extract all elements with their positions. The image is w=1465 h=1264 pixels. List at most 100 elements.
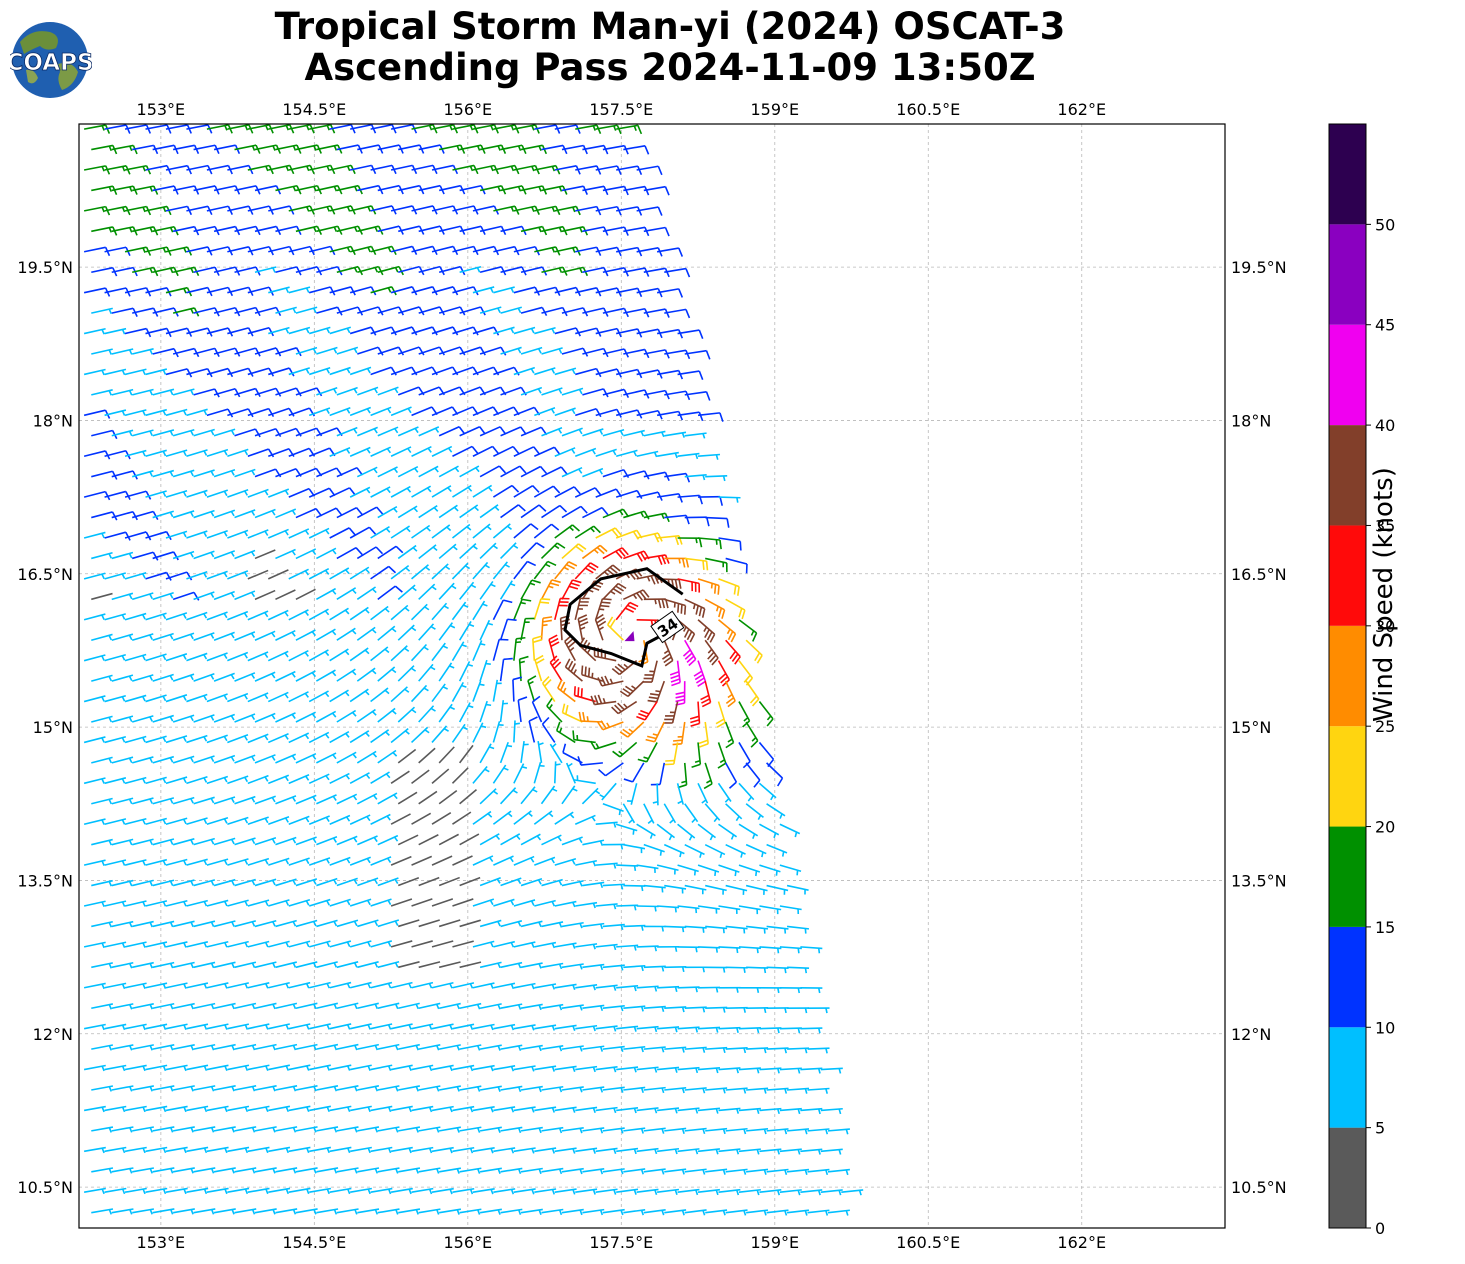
wind-barb [267,733,289,744]
wind-barb [83,572,106,580]
wind-barb [691,742,702,769]
wind-barb [377,749,398,764]
wind-barb [493,1065,516,1072]
wind-barb [145,735,167,744]
wind-barb [227,1064,250,1071]
wind-barb [459,789,478,805]
colorbar-bin [1329,625,1366,727]
wind-barb [316,919,338,928]
wind-barb [657,1026,680,1033]
wind-barb [309,1023,331,1030]
wind-barb [636,823,656,839]
wind-barb [268,857,290,866]
wind-barb [575,943,598,950]
wind-barb [725,884,748,895]
wind-barb [377,1085,400,1092]
wind-barb [336,386,358,396]
wind-barb [657,985,680,992]
wind-barb [612,741,638,758]
wind-barb [186,652,208,662]
wind-barb [377,961,400,969]
wind-barb [172,961,195,969]
wind-barb [663,803,677,824]
wind-barb [657,1188,680,1196]
wind-barb [370,286,397,296]
wind-barb [479,346,507,356]
wind-barb [459,306,486,316]
wind-barb [145,900,168,907]
wind-barb [288,773,310,785]
wind-barb [268,940,290,948]
wind-barb [606,616,624,641]
wind-barb [308,898,331,907]
wind-barb [227,529,249,539]
wind-barb [611,700,638,715]
wind-barb [554,327,582,337]
wind-barb [91,879,113,887]
wind-barb [684,966,707,973]
wind-barb [186,1064,209,1072]
wind-barb [759,1148,782,1155]
wind-barb [370,729,390,744]
wind-barb [377,346,405,356]
wind-barb [616,904,639,911]
wind-barb [111,1208,134,1215]
wind-barb [165,1187,188,1195]
colorbar-bin [1329,324,1366,426]
wind-barb [537,741,544,764]
wind-barb [677,762,688,789]
lon-tick-label-bottom: 159°E [750,1233,799,1252]
wind-barb [370,1187,393,1195]
wind-barb [623,1208,646,1216]
wind-barb [172,879,195,887]
wind-barb [390,813,411,825]
wind-barb [643,1127,666,1134]
wind-barb [520,1167,543,1175]
wind-barb [418,834,439,846]
wind-barb [513,485,540,498]
wind-barb [309,286,336,296]
colorbar-tick-label: 50 [1375,215,1395,234]
wind-barb [357,1085,380,1092]
wind-barb [370,525,391,539]
wind-barb [786,1168,810,1176]
wind-barb [684,432,707,439]
wind-barb [554,1188,577,1195]
wind-barb [111,551,134,560]
wind-barb [554,942,577,949]
wind-barb [172,796,195,805]
wind-barb [664,1087,687,1094]
wind-barb [411,981,434,989]
wind-barb [83,327,106,335]
wind-barb [193,428,215,437]
wind-barb [165,653,188,662]
wind-barb [247,940,270,948]
wind-barb [520,1126,543,1134]
wind-barb [165,449,188,457]
wind-barb [336,709,357,723]
wind-barb [643,925,666,932]
wind-barb [275,1126,298,1133]
wind-barb [534,446,561,457]
wind-barb [718,823,738,840]
wind-barb [316,752,337,764]
wind-barb [268,286,290,294]
wind-barb [554,1106,577,1113]
wind-barb [172,1085,195,1092]
wind-barb [697,782,709,804]
wind-barb [533,485,561,498]
wind-barb [308,857,331,866]
wind-barb [500,961,523,969]
wind-barb [357,306,384,316]
wind-barb [677,986,700,993]
wind-barb [152,961,175,969]
wind-barb [295,1084,318,1092]
wind-barb [295,588,316,601]
wind-barb [411,445,432,457]
wind-barb [684,1168,707,1175]
wind-barb [349,981,372,989]
wind-barb [636,985,659,992]
wind-barb [616,124,643,135]
wind-barb [472,484,493,498]
wind-barb [315,628,337,641]
